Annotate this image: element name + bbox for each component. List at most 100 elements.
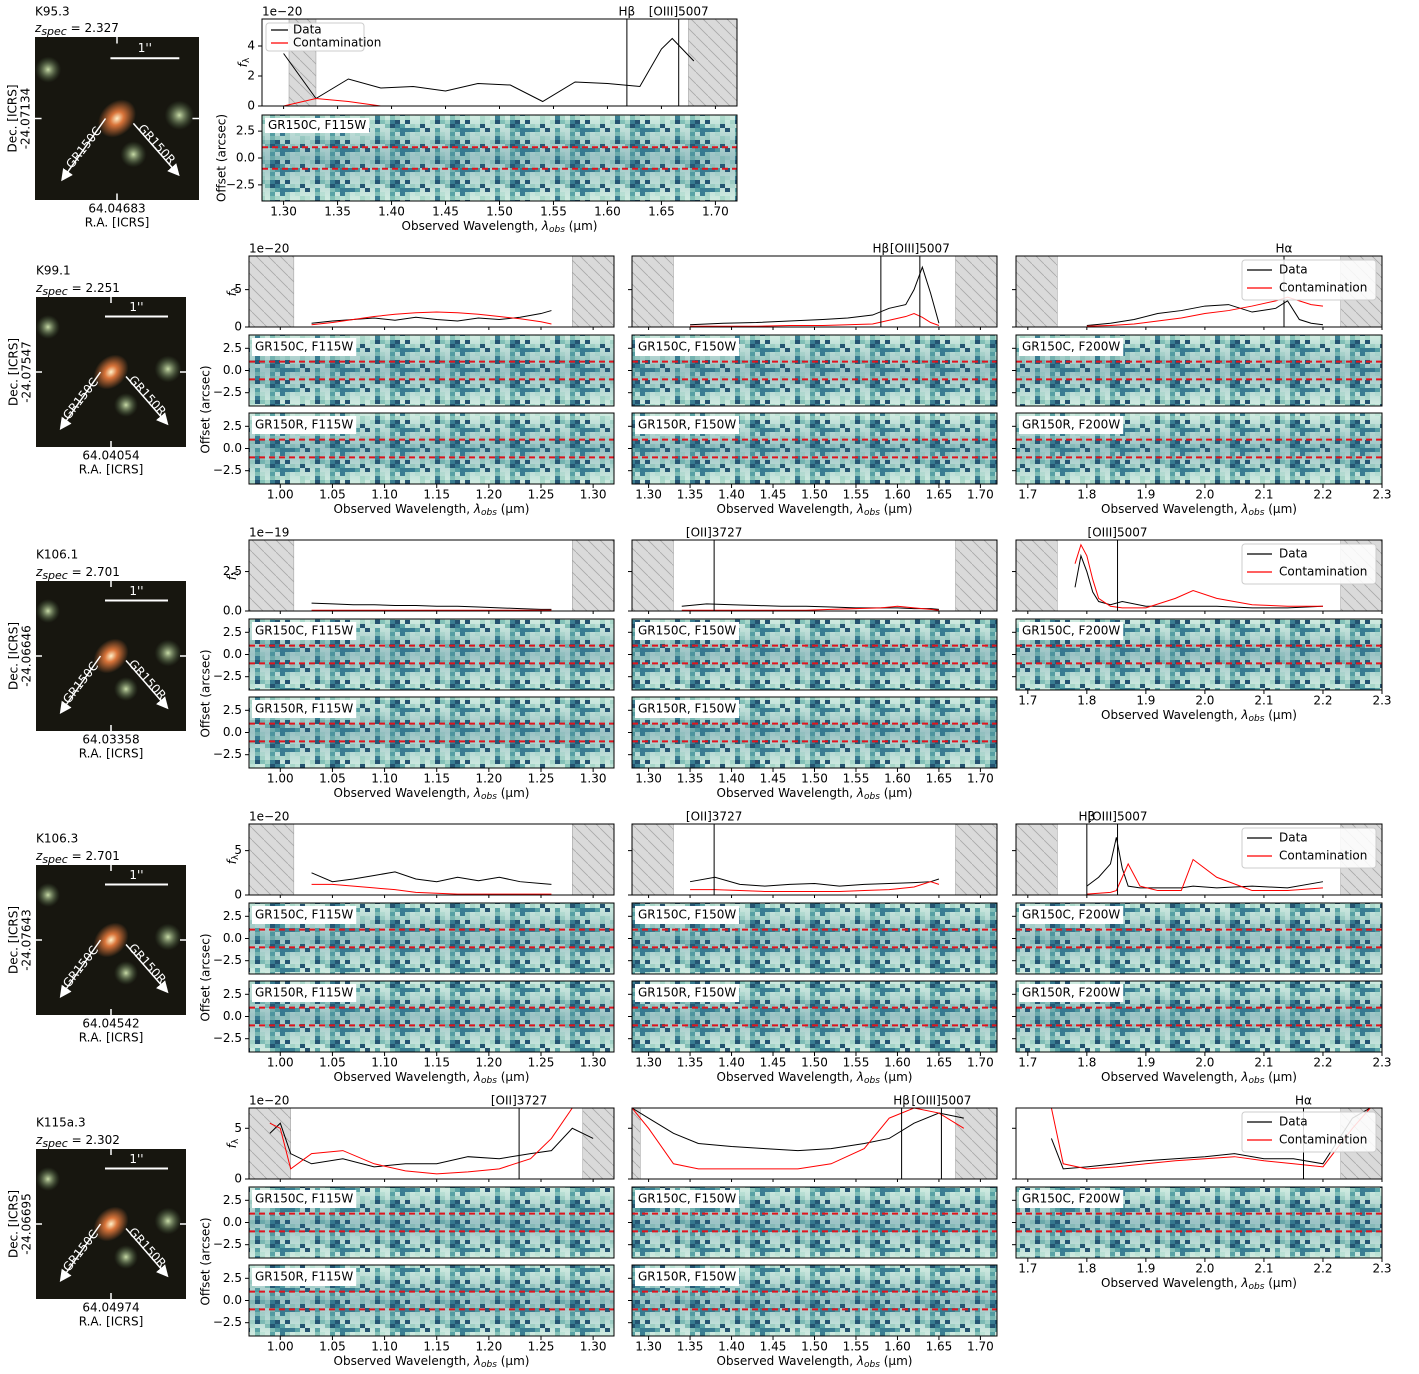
legend-box (1241, 1111, 1377, 1153)
companion (36, 883, 60, 907)
x-tick-label: 1.50 (801, 1340, 828, 1354)
x-tick-label: 1.60 (594, 205, 621, 219)
image-label: GR150C, F200W (1022, 340, 1120, 354)
emission-line-label: [OIII]5007 (649, 5, 709, 19)
y-tick-label: 5 (234, 282, 242, 296)
flux-symbol: f (225, 858, 239, 864)
x-tick-label: 1.65 (926, 1056, 953, 1070)
x-tick-label: 1.30 (635, 488, 662, 502)
x-tick-label: 1.40 (718, 488, 745, 502)
x-axis-title-main: Observed Wavelength, (402, 219, 542, 233)
flux-symbol: f (225, 574, 239, 580)
x-axis-title-symbol: λ (856, 1070, 864, 1084)
object-name: K99.1 (36, 264, 71, 278)
legend-label: Data (1279, 1115, 1308, 1129)
x-tick-label: 1.25 (528, 1340, 555, 1354)
redshift-symbol: z (35, 849, 43, 863)
spectrum-line (632, 1108, 965, 1170)
x-tick-label: 1.35 (677, 488, 704, 502)
spectrum-2d-frame (1015, 1186, 1383, 1259)
spectrum-line (1050, 1108, 1371, 1170)
masked-region (955, 539, 998, 612)
x-axis-title-symbol: λ (473, 502, 481, 516)
emission-line-label: [OIII]5007 (911, 1094, 971, 1108)
emission-line-label: Hα (1295, 1094, 1312, 1108)
image-label: GR150R, F150W (638, 418, 736, 432)
image-label-box (635, 984, 740, 1002)
redshift-symbol: z (34, 21, 42, 35)
x-axis-title-unit: (μm) (880, 1070, 913, 1084)
masked-region (1015, 539, 1058, 612)
flux-subscript: λ (242, 57, 252, 63)
companion (154, 639, 182, 667)
dispersion-arrow (125, 944, 169, 994)
x-tick-label: 1.30 (635, 1056, 662, 1070)
x-tick-label: 1.50 (801, 488, 828, 502)
image-label-box (252, 1190, 357, 1208)
spectrum-2d-frame (248, 1264, 615, 1337)
image-label-box (252, 622, 357, 640)
spectrum-panel (632, 824, 997, 895)
spectrum-line (269, 1122, 594, 1168)
x-tick-label: 1.25 (528, 1056, 555, 1070)
image-label: GR150R, F200W (1022, 986, 1120, 1000)
legend-box (265, 22, 365, 52)
spectrum-2d-frame (1015, 618, 1383, 691)
legend-box (1241, 827, 1377, 869)
ra-label: R.A. [ICRS] (79, 1031, 144, 1045)
masked-region (582, 1107, 615, 1180)
x-axis-title-subscript: obs (864, 1360, 880, 1370)
image-label-box (252, 906, 357, 924)
x-axis-title-main: Observed Wavelength, (717, 786, 857, 800)
ra-value: 64.04974 (82, 1301, 139, 1315)
scale-bar-label: 1'' (129, 300, 143, 314)
image-label: GR150R, F115W (255, 1270, 353, 1284)
x-axis-title-symbol: λ (856, 1354, 864, 1368)
image-label-box (1019, 622, 1124, 640)
redshift-symbol: z (35, 281, 43, 295)
spectrum-line (690, 313, 940, 327)
x-tick-label: 1.05 (319, 488, 346, 502)
legend-label: Contamination (293, 36, 381, 50)
x-tick-label: 1.30 (580, 488, 607, 502)
image-label-box (252, 984, 357, 1002)
x-axis-title-unit: (μm) (1264, 502, 1297, 516)
image-label: GR150C, F200W (1022, 1192, 1120, 1206)
object-name: K115a.3 (36, 1116, 86, 1130)
offset-tick-label: 0.0 (223, 647, 242, 661)
image-label-box (1019, 338, 1124, 356)
x-tick-label: 1.9 (1136, 488, 1155, 502)
x-tick-label: 1.20 (475, 1340, 502, 1354)
x-axis-title-subscript: obs (1249, 714, 1265, 724)
x-axis-title-main: Observed Wavelength, (717, 1070, 857, 1084)
redshift-equals: = (68, 281, 86, 295)
spectrum-2d-frame (631, 334, 998, 407)
image-label-box (635, 700, 740, 718)
spectrum-frame (248, 539, 615, 612)
x-tick-label: 2.3 (1372, 1056, 1391, 1070)
spectrum-line (690, 265, 940, 326)
image-label: GR150C, F150W (638, 340, 736, 354)
spectrum-line (269, 1108, 594, 1175)
legend-label: Contamination (1279, 281, 1367, 295)
x-tick-label: 1.05 (319, 1056, 346, 1070)
x-tick-label: 1.55 (540, 205, 567, 219)
legend-label: Data (1279, 547, 1308, 561)
x-tick-label: 1.8 (1077, 1056, 1096, 1070)
dispersion-arrow (59, 1223, 102, 1282)
image-label-box (252, 700, 357, 718)
x-tick-label: 1.25 (528, 488, 555, 502)
ra-label: R.A. [ICRS] (85, 216, 150, 230)
ra-label: R.A. [ICRS] (79, 747, 144, 761)
x-tick-label: 1.15 (423, 488, 450, 502)
x-axis-title-subscript: obs (549, 225, 565, 235)
redshift-subscript: spec (41, 25, 67, 38)
x-axis-title-symbol: λ (1240, 1070, 1248, 1084)
companion (164, 100, 195, 130)
ra-value: 64.04542 (82, 1017, 139, 1031)
ra-value: 64.03358 (82, 733, 139, 747)
x-tick-label: 1.10 (371, 1056, 398, 1070)
masked-region (631, 823, 674, 896)
image-label-box (635, 906, 740, 924)
